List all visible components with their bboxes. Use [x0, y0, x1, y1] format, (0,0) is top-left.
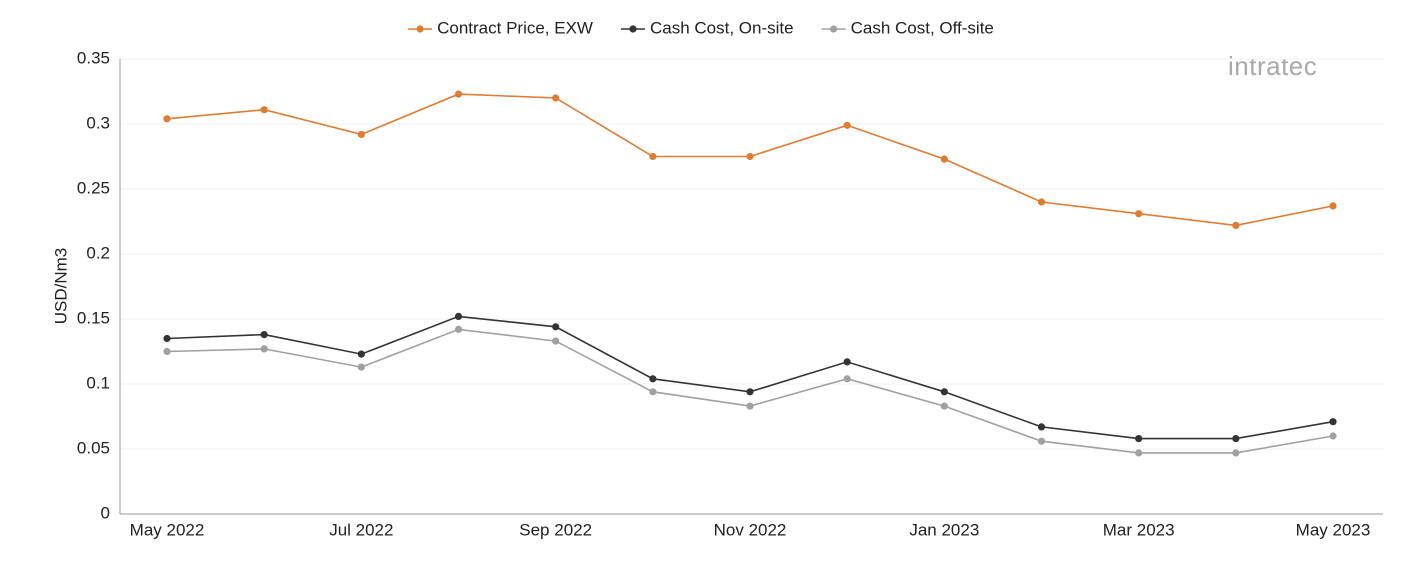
series-line: [166, 315, 1334, 440]
data-point: [1135, 210, 1143, 218]
data-point: [357, 130, 365, 138]
data-point: [1232, 221, 1240, 229]
legend-label: Cash Cost, On-site: [650, 18, 794, 37]
data-point: [940, 388, 948, 396]
data-point: [552, 323, 560, 331]
data-point: [940, 155, 948, 163]
data-point: [1329, 418, 1337, 426]
data-point: [746, 402, 754, 410]
logo: intratec: [1228, 51, 1317, 81]
data-point: [843, 121, 851, 129]
legend: Contract Price, EXW Cash Cost, On-site Cas…: [408, 18, 994, 37]
data-point: [1232, 435, 1240, 443]
y-tick-label: 0: [101, 503, 110, 522]
data-point: [649, 375, 657, 383]
data-point: [1135, 449, 1143, 457]
data-point: [163, 115, 171, 123]
data-point: [843, 358, 851, 366]
data-point: [260, 345, 268, 353]
data-point: [357, 350, 365, 358]
data-point: [552, 94, 560, 102]
legend-marker: [629, 25, 637, 33]
y-tick-label: 0.25: [77, 178, 110, 197]
x-tick-label: Nov 2022: [714, 520, 787, 539]
data-point: [843, 375, 851, 383]
data-point: [1135, 435, 1143, 443]
y-tick-label: 0.05: [77, 438, 110, 457]
y-tick-label: 0.15: [77, 308, 110, 327]
data-point: [260, 106, 268, 114]
x-tick-label: May 2022: [130, 520, 205, 539]
legend-item[interactable]: Contract Price, EXW: [408, 18, 593, 37]
data-point: [454, 90, 463, 98]
legend-item[interactable]: Cash Cost, Off-site: [821, 18, 994, 37]
data-point: [454, 312, 463, 320]
y-axis-label: USD/Nm3: [51, 248, 70, 325]
legend-item[interactable]: Cash Cost, On-site: [620, 18, 794, 37]
x-tick-label: Sep 2022: [519, 520, 592, 539]
data-point: [649, 388, 657, 396]
y-tick-label: 0.2: [86, 243, 110, 262]
legend-marker: [416, 25, 424, 33]
data-point: [1329, 432, 1337, 440]
data-point: [163, 347, 171, 356]
x-tick-label: May 2023: [1296, 520, 1371, 539]
y-tick-label: 0.1: [86, 373, 110, 392]
data-point: [1037, 437, 1046, 445]
x-tick-label: Mar 2023: [1103, 520, 1175, 539]
data-point: [163, 334, 171, 343]
data-point: [940, 402, 948, 410]
data-point: [552, 337, 560, 345]
data-point: [1037, 423, 1046, 431]
x-tick-label: Jan 2023: [909, 520, 979, 539]
data-point: [1232, 449, 1240, 457]
data-point: [1037, 198, 1046, 206]
x-tick-label: Jul 2022: [329, 520, 393, 539]
legend-marker: [829, 25, 838, 33]
data-point: [1329, 202, 1337, 210]
data-point: [454, 325, 463, 333]
data-point: [260, 331, 268, 339]
legend-label: Contract Price, EXW: [437, 18, 593, 37]
y-tick-label: 0.3: [86, 113, 110, 132]
legend-label: Cash Cost, Off-site: [851, 18, 994, 37]
y-tick-label: 0.35: [77, 48, 110, 67]
data-point: [746, 152, 754, 161]
data-point: [649, 152, 657, 161]
data-point: [357, 363, 365, 371]
data-point: [746, 388, 754, 396]
